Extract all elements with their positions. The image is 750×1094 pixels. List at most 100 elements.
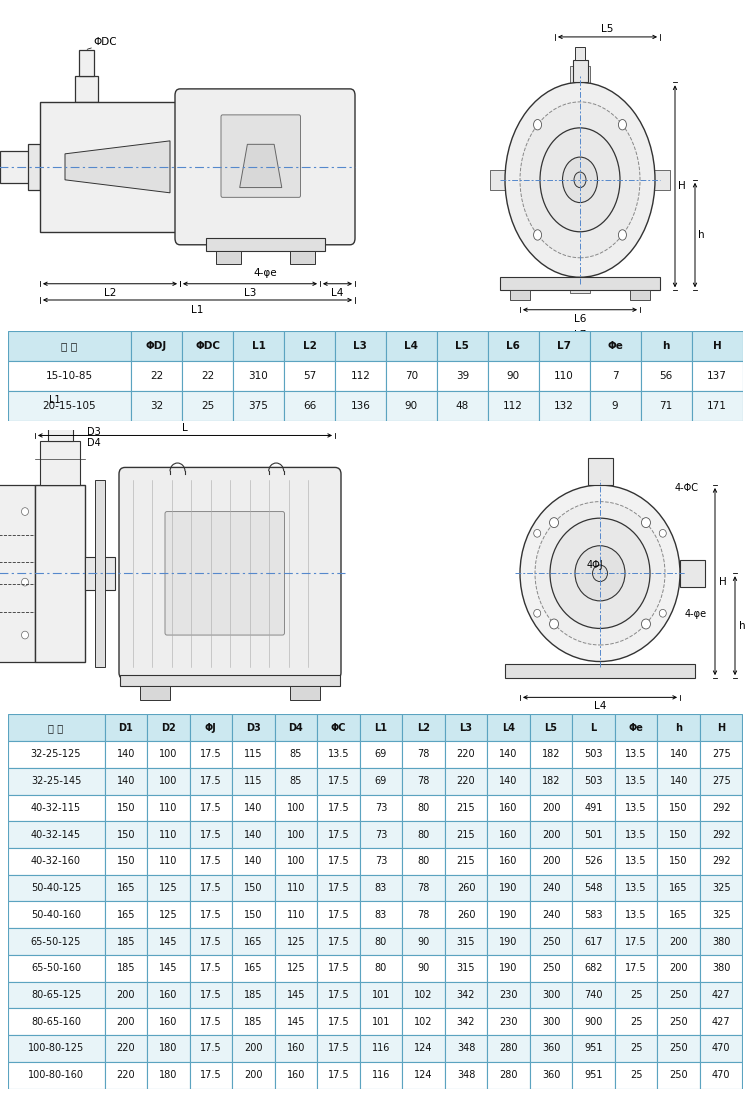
Bar xyxy=(8,1009,104,1035)
Bar xyxy=(232,741,274,768)
Bar xyxy=(488,331,538,361)
Text: 190: 190 xyxy=(500,910,517,920)
Text: 275: 275 xyxy=(712,777,730,787)
Text: 503: 503 xyxy=(584,777,603,787)
Bar xyxy=(572,714,615,741)
Text: 66: 66 xyxy=(303,401,316,411)
Text: 360: 360 xyxy=(542,1044,560,1054)
Text: 951: 951 xyxy=(584,1070,603,1080)
Bar xyxy=(274,848,317,875)
Text: 150: 150 xyxy=(670,829,688,839)
Text: 171: 171 xyxy=(707,401,727,411)
Text: 124: 124 xyxy=(414,1044,433,1054)
Bar xyxy=(232,848,274,875)
Bar xyxy=(488,822,530,848)
Text: 140: 140 xyxy=(670,777,688,787)
Text: 48: 48 xyxy=(456,401,469,411)
Text: 150: 150 xyxy=(670,857,688,866)
Text: 375: 375 xyxy=(248,401,268,411)
Bar xyxy=(658,875,700,901)
Circle shape xyxy=(505,82,655,277)
Text: 7: 7 xyxy=(612,371,619,382)
Text: 348: 348 xyxy=(457,1070,476,1080)
Text: 17.5: 17.5 xyxy=(328,777,350,787)
Text: 250: 250 xyxy=(670,1070,688,1080)
Circle shape xyxy=(533,119,542,130)
Text: 145: 145 xyxy=(159,964,178,974)
Bar xyxy=(317,1062,360,1089)
Bar xyxy=(317,794,360,822)
Bar xyxy=(590,331,640,361)
Text: 230: 230 xyxy=(500,1016,517,1026)
Text: L2: L2 xyxy=(417,723,430,733)
Text: 17.5: 17.5 xyxy=(200,829,222,839)
Bar xyxy=(147,714,190,741)
Bar xyxy=(190,1062,232,1089)
Text: L5: L5 xyxy=(544,723,557,733)
Text: 17.5: 17.5 xyxy=(200,749,222,759)
Bar xyxy=(488,928,530,955)
Bar xyxy=(505,664,695,678)
Text: 165: 165 xyxy=(244,964,262,974)
Bar xyxy=(232,1062,274,1089)
Text: 78: 78 xyxy=(417,883,430,893)
Text: 110: 110 xyxy=(554,371,574,382)
Bar xyxy=(572,875,615,901)
Text: 22: 22 xyxy=(201,371,214,382)
Bar xyxy=(700,981,742,1009)
Bar xyxy=(190,848,232,875)
Text: 17.5: 17.5 xyxy=(200,990,222,1000)
Bar xyxy=(445,1009,488,1035)
Text: 200: 200 xyxy=(542,829,560,839)
Text: L: L xyxy=(182,422,188,433)
Bar xyxy=(360,794,402,822)
Text: 250: 250 xyxy=(670,990,688,1000)
Bar xyxy=(572,768,615,794)
Text: 17.5: 17.5 xyxy=(328,829,350,839)
Bar xyxy=(530,928,572,955)
Text: ΦJ: ΦJ xyxy=(205,723,217,733)
Text: 165: 165 xyxy=(670,910,688,920)
Circle shape xyxy=(540,128,620,232)
Text: 951: 951 xyxy=(584,1044,603,1054)
Text: 17.5: 17.5 xyxy=(328,990,350,1000)
Text: 275: 275 xyxy=(712,749,730,759)
Text: L6: L6 xyxy=(506,341,520,351)
Bar xyxy=(104,928,147,955)
Bar xyxy=(8,822,104,848)
Bar xyxy=(530,875,572,901)
Text: 115: 115 xyxy=(244,777,262,787)
Text: 125: 125 xyxy=(159,883,178,893)
Text: 220: 220 xyxy=(116,1044,135,1054)
Bar xyxy=(445,928,488,955)
Text: L5: L5 xyxy=(602,24,613,34)
Text: 470: 470 xyxy=(712,1044,730,1054)
Bar xyxy=(615,901,658,928)
Text: 185: 185 xyxy=(244,1016,262,1026)
Text: 17.5: 17.5 xyxy=(200,964,222,974)
Bar xyxy=(658,955,700,981)
Bar xyxy=(360,714,402,741)
Text: 22: 22 xyxy=(150,371,164,382)
Bar xyxy=(104,741,147,768)
Bar xyxy=(402,1062,445,1089)
Text: 342: 342 xyxy=(457,990,476,1000)
Text: 501: 501 xyxy=(584,829,603,839)
Text: 25: 25 xyxy=(630,990,643,1000)
Text: 56: 56 xyxy=(659,371,673,382)
Text: 150: 150 xyxy=(116,857,135,866)
Circle shape xyxy=(574,172,586,188)
Text: 125: 125 xyxy=(286,964,305,974)
Text: 185: 185 xyxy=(116,964,135,974)
Text: 503: 503 xyxy=(584,749,603,759)
Text: 548: 548 xyxy=(584,883,603,893)
Bar xyxy=(572,822,615,848)
Text: 90: 90 xyxy=(418,936,430,946)
Circle shape xyxy=(520,485,680,662)
Text: 25: 25 xyxy=(630,1016,643,1026)
Bar xyxy=(658,981,700,1009)
Text: 78: 78 xyxy=(417,749,430,759)
Text: 13.5: 13.5 xyxy=(626,857,647,866)
Bar xyxy=(104,901,147,928)
Bar xyxy=(530,741,572,768)
